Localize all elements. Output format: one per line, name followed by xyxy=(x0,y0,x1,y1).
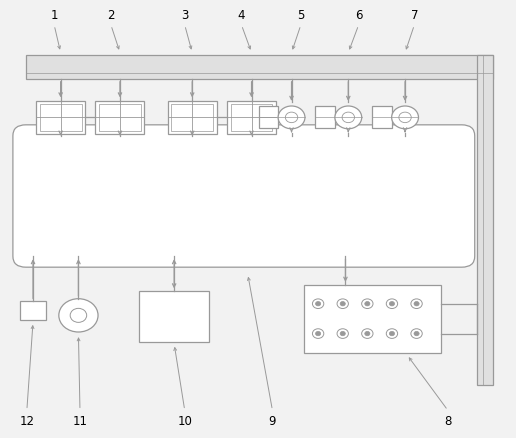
Bar xyxy=(26,55,493,79)
Text: 4: 4 xyxy=(238,9,245,22)
Circle shape xyxy=(390,301,395,306)
Circle shape xyxy=(312,299,324,308)
Circle shape xyxy=(362,329,373,339)
Bar xyxy=(36,101,85,134)
Circle shape xyxy=(315,332,320,336)
Bar xyxy=(40,104,82,131)
Bar xyxy=(171,104,213,131)
Bar xyxy=(259,106,278,128)
Bar xyxy=(227,101,276,134)
Circle shape xyxy=(337,299,348,308)
Circle shape xyxy=(285,112,298,123)
Text: 1: 1 xyxy=(51,9,58,22)
Text: 3: 3 xyxy=(181,9,188,22)
FancyBboxPatch shape xyxy=(13,125,475,267)
Circle shape xyxy=(392,106,418,129)
Bar xyxy=(168,101,217,134)
Text: 9: 9 xyxy=(269,415,276,428)
Circle shape xyxy=(362,299,373,308)
Bar xyxy=(139,291,209,342)
Text: 5: 5 xyxy=(297,9,304,22)
Circle shape xyxy=(414,301,419,306)
Circle shape xyxy=(411,299,422,308)
Text: 11: 11 xyxy=(72,415,88,428)
Circle shape xyxy=(386,329,398,339)
Circle shape xyxy=(335,106,362,129)
Bar xyxy=(231,104,272,131)
Circle shape xyxy=(340,301,345,306)
Circle shape xyxy=(59,299,98,332)
Bar xyxy=(304,285,441,353)
Bar xyxy=(99,104,141,131)
Circle shape xyxy=(312,329,324,339)
Bar xyxy=(477,55,493,385)
Bar xyxy=(315,106,335,128)
Circle shape xyxy=(399,112,411,123)
Text: 2: 2 xyxy=(107,9,115,22)
Text: 8: 8 xyxy=(444,415,452,428)
Circle shape xyxy=(386,299,398,308)
Circle shape xyxy=(365,301,370,306)
Circle shape xyxy=(340,332,345,336)
Text: 10: 10 xyxy=(178,415,192,428)
Text: 6: 6 xyxy=(355,9,362,22)
Circle shape xyxy=(365,332,370,336)
Bar xyxy=(372,106,392,128)
Circle shape xyxy=(278,106,305,129)
Circle shape xyxy=(390,332,395,336)
Circle shape xyxy=(337,329,348,339)
Circle shape xyxy=(342,112,354,123)
Circle shape xyxy=(315,301,320,306)
Bar xyxy=(95,101,144,134)
Circle shape xyxy=(411,329,422,339)
Text: 12: 12 xyxy=(19,415,35,428)
Bar xyxy=(20,301,46,320)
Circle shape xyxy=(70,308,87,322)
Circle shape xyxy=(414,332,419,336)
Text: 7: 7 xyxy=(411,9,418,22)
